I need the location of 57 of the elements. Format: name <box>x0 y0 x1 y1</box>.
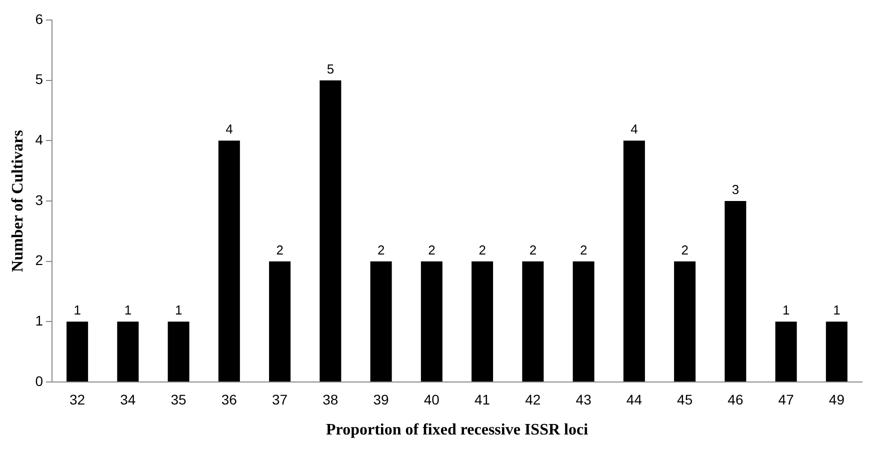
bar <box>66 322 88 382</box>
data-label: 1 <box>174 302 182 318</box>
y-tick-label: 6 <box>35 10 44 27</box>
x-tick-label: 41 <box>474 391 490 408</box>
x-tick-label: 42 <box>525 391 541 408</box>
bar <box>370 261 392 382</box>
x-tick-label: 38 <box>322 391 338 408</box>
data-label: 1 <box>124 302 132 318</box>
bar <box>775 322 797 382</box>
x-tick-label: 40 <box>424 391 440 408</box>
x-tick-label: 46 <box>728 391 744 408</box>
y-tick-label: 1 <box>35 312 44 329</box>
data-label: 2 <box>428 242 436 258</box>
bar <box>472 261 494 382</box>
x-tick-label: 49 <box>828 391 845 408</box>
y-tick-label: 3 <box>35 192 44 208</box>
y-tick-label: 2 <box>35 252 44 268</box>
bar <box>724 201 746 382</box>
data-label: 4 <box>226 122 233 137</box>
x-axis-title: Proportion of fixed recessive ISSR loci <box>326 422 589 439</box>
data-label: 2 <box>276 242 284 258</box>
y-tick-label: 5 <box>35 71 44 88</box>
y-tick-label: 0 <box>35 372 44 389</box>
x-tick-label: 43 <box>576 391 592 408</box>
x-tick-label: 34 <box>120 391 136 408</box>
bar <box>218 140 240 382</box>
x-tick-label: 39 <box>373 391 390 408</box>
x-tick-label: 35 <box>170 391 187 408</box>
data-label: 5 <box>326 61 334 76</box>
bar <box>826 322 848 382</box>
x-tick-label: 45 <box>677 391 693 408</box>
data-label: 2 <box>580 242 588 258</box>
bar <box>674 261 696 382</box>
bar <box>168 322 190 382</box>
bar <box>522 261 544 382</box>
data-label: 1 <box>833 302 840 318</box>
data-label: 2 <box>478 242 486 258</box>
bar <box>420 261 442 382</box>
data-label: 2 <box>529 242 537 258</box>
data-label: 2 <box>377 242 385 258</box>
x-tick-label: 47 <box>778 391 794 408</box>
x-tick-label: 32 <box>70 391 86 408</box>
data-label: 1 <box>74 302 81 318</box>
y-tick-label: 4 <box>35 132 44 148</box>
data-label: 3 <box>732 182 740 198</box>
data-label: 4 <box>630 122 638 137</box>
bar <box>320 80 342 382</box>
bar <box>623 140 645 382</box>
data-label: 1 <box>782 302 790 318</box>
bar <box>572 261 594 382</box>
x-tick-label: 36 <box>221 391 238 408</box>
data-label: 2 <box>681 242 688 258</box>
x-tick-label: 37 <box>272 391 288 408</box>
x-tick-label: 44 <box>626 391 642 408</box>
bar <box>117 322 139 382</box>
bar <box>269 261 291 382</box>
y-axis-title: Number of Cultivars <box>10 130 27 272</box>
